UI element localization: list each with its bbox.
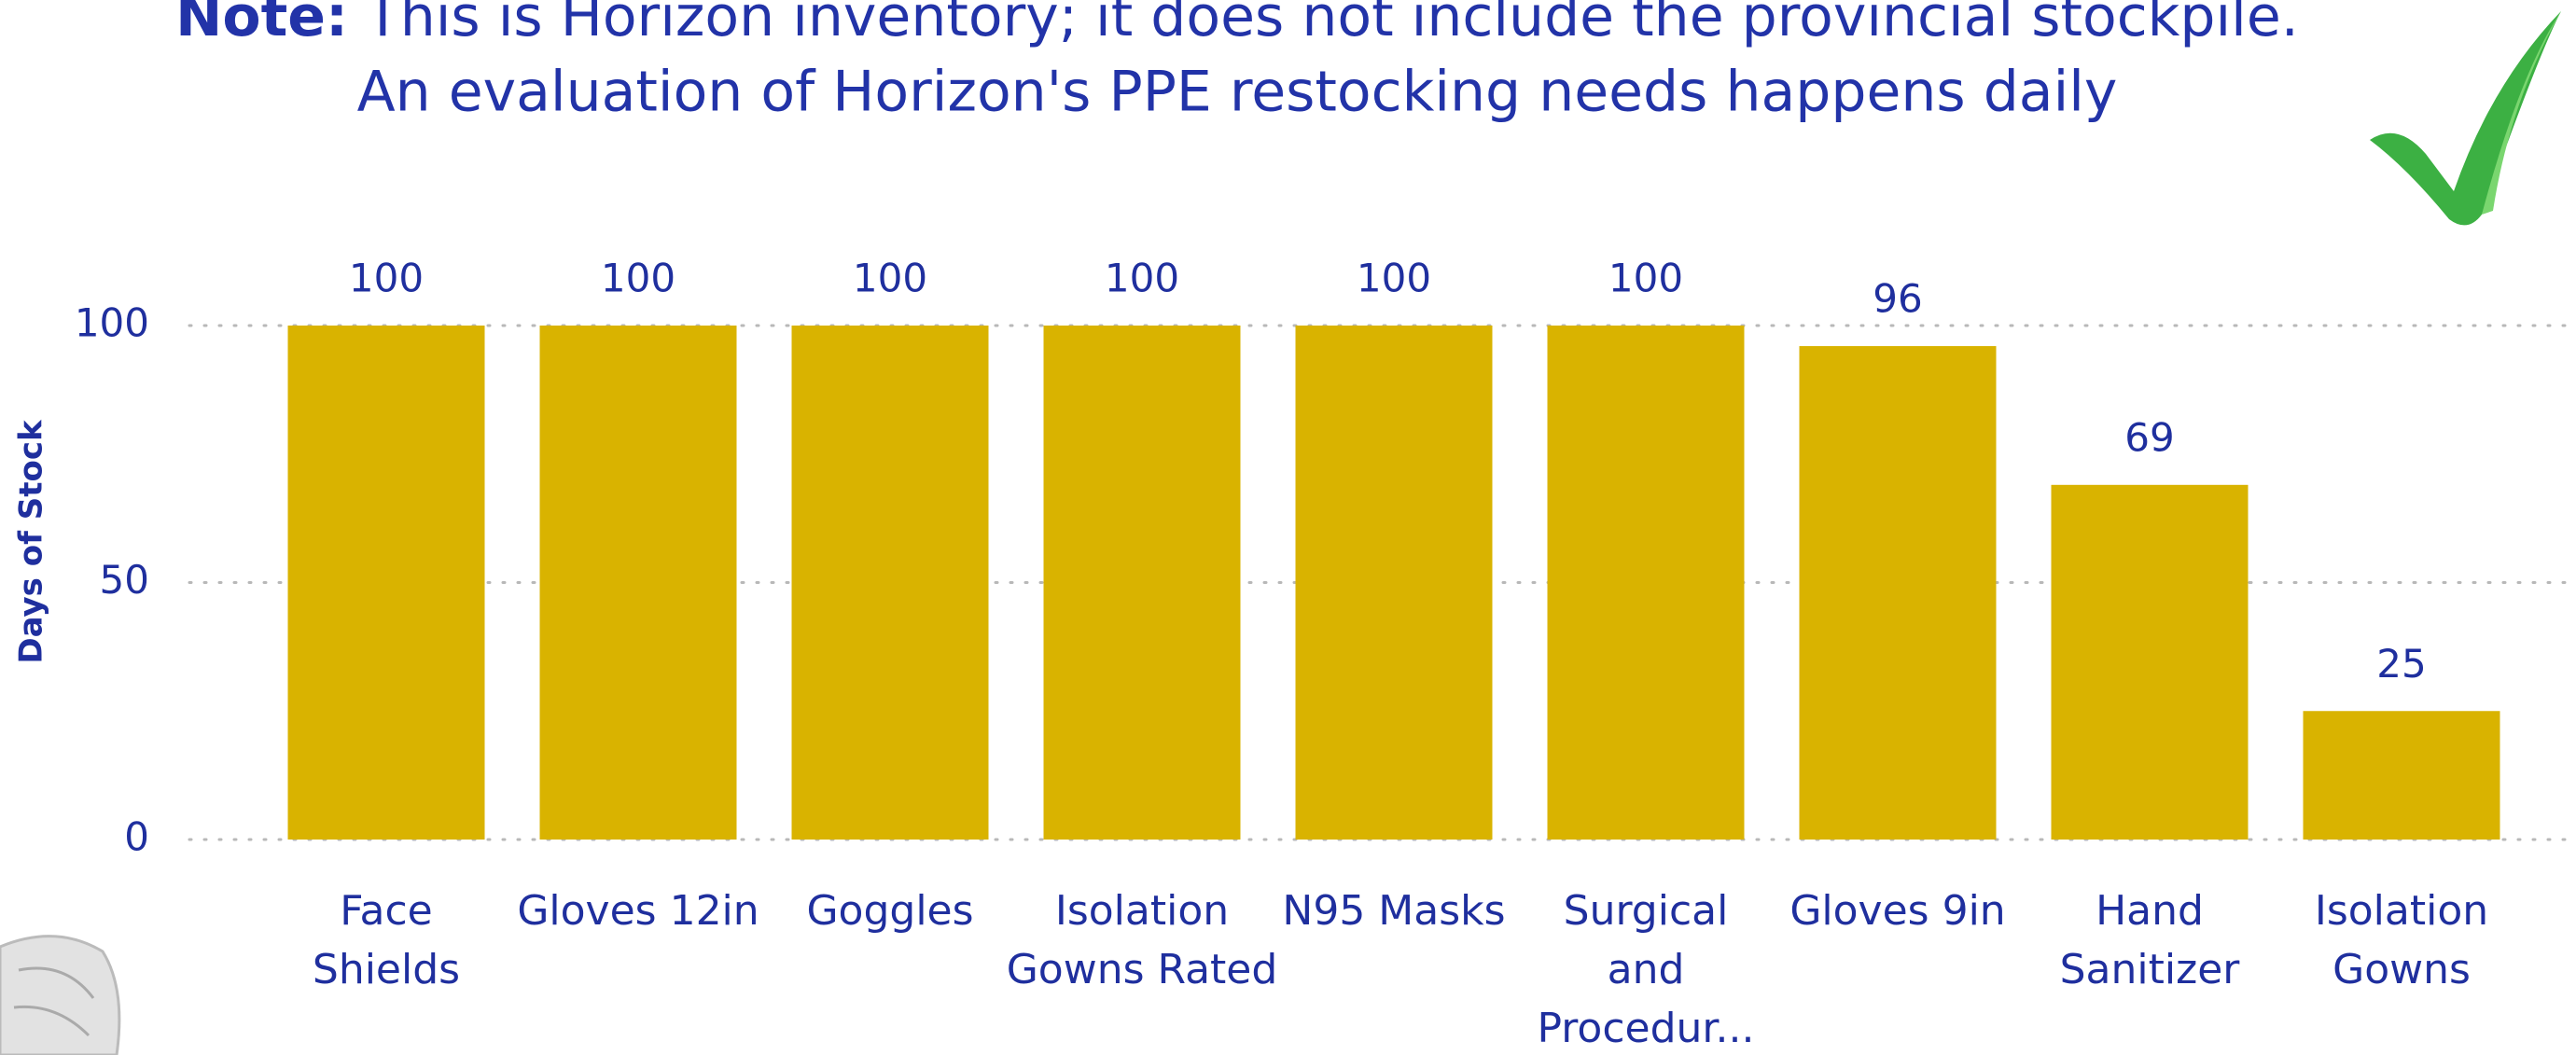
note: Note: This is Horizon inventory; it does… xyxy=(175,0,2299,49)
checkmark xyxy=(2370,11,2561,225)
x-tick-label: Goggles xyxy=(806,887,973,935)
note-label: Note: xyxy=(175,0,348,49)
mask xyxy=(0,937,119,1055)
bar xyxy=(792,326,989,840)
data-label: 100 xyxy=(601,256,675,301)
data-label: 100 xyxy=(1105,256,1179,301)
y-axis-title: Days of Stock xyxy=(13,419,50,664)
x-tick-label: N95 Masks xyxy=(1282,887,1505,935)
data-label: 100 xyxy=(853,256,927,301)
bar xyxy=(288,326,485,840)
data-label: 69 xyxy=(2124,414,2174,460)
x-tick-label: Gloves 12in xyxy=(517,887,759,935)
mask-icon xyxy=(0,937,119,1055)
data-label: 100 xyxy=(349,256,424,301)
bar xyxy=(1044,326,1241,840)
checkmark-icon xyxy=(2370,11,2561,225)
data-label: 96 xyxy=(1873,276,1922,322)
bar xyxy=(1548,326,1745,840)
y-tick-label: 50 xyxy=(100,557,149,603)
chart: Note: This is Horizon inventory; it does… xyxy=(0,0,2576,1055)
bar xyxy=(540,326,737,840)
note-text: An evaluation of Horizon's PPE restockin… xyxy=(357,60,2118,125)
bar xyxy=(2304,711,2500,840)
bar xyxy=(2052,485,2249,840)
bar xyxy=(1296,326,1493,840)
data-label: 25 xyxy=(2376,641,2426,687)
data-label: 100 xyxy=(1357,256,1431,301)
bar xyxy=(1800,346,1997,840)
y-tick-label: 100 xyxy=(75,300,149,346)
data-label: 100 xyxy=(1608,256,1683,301)
x-tick-label: Gloves 9in xyxy=(1789,887,2005,935)
y-tick-label: 0 xyxy=(124,814,149,860)
note-text: This is Horizon inventory; it does not i… xyxy=(365,0,2299,49)
